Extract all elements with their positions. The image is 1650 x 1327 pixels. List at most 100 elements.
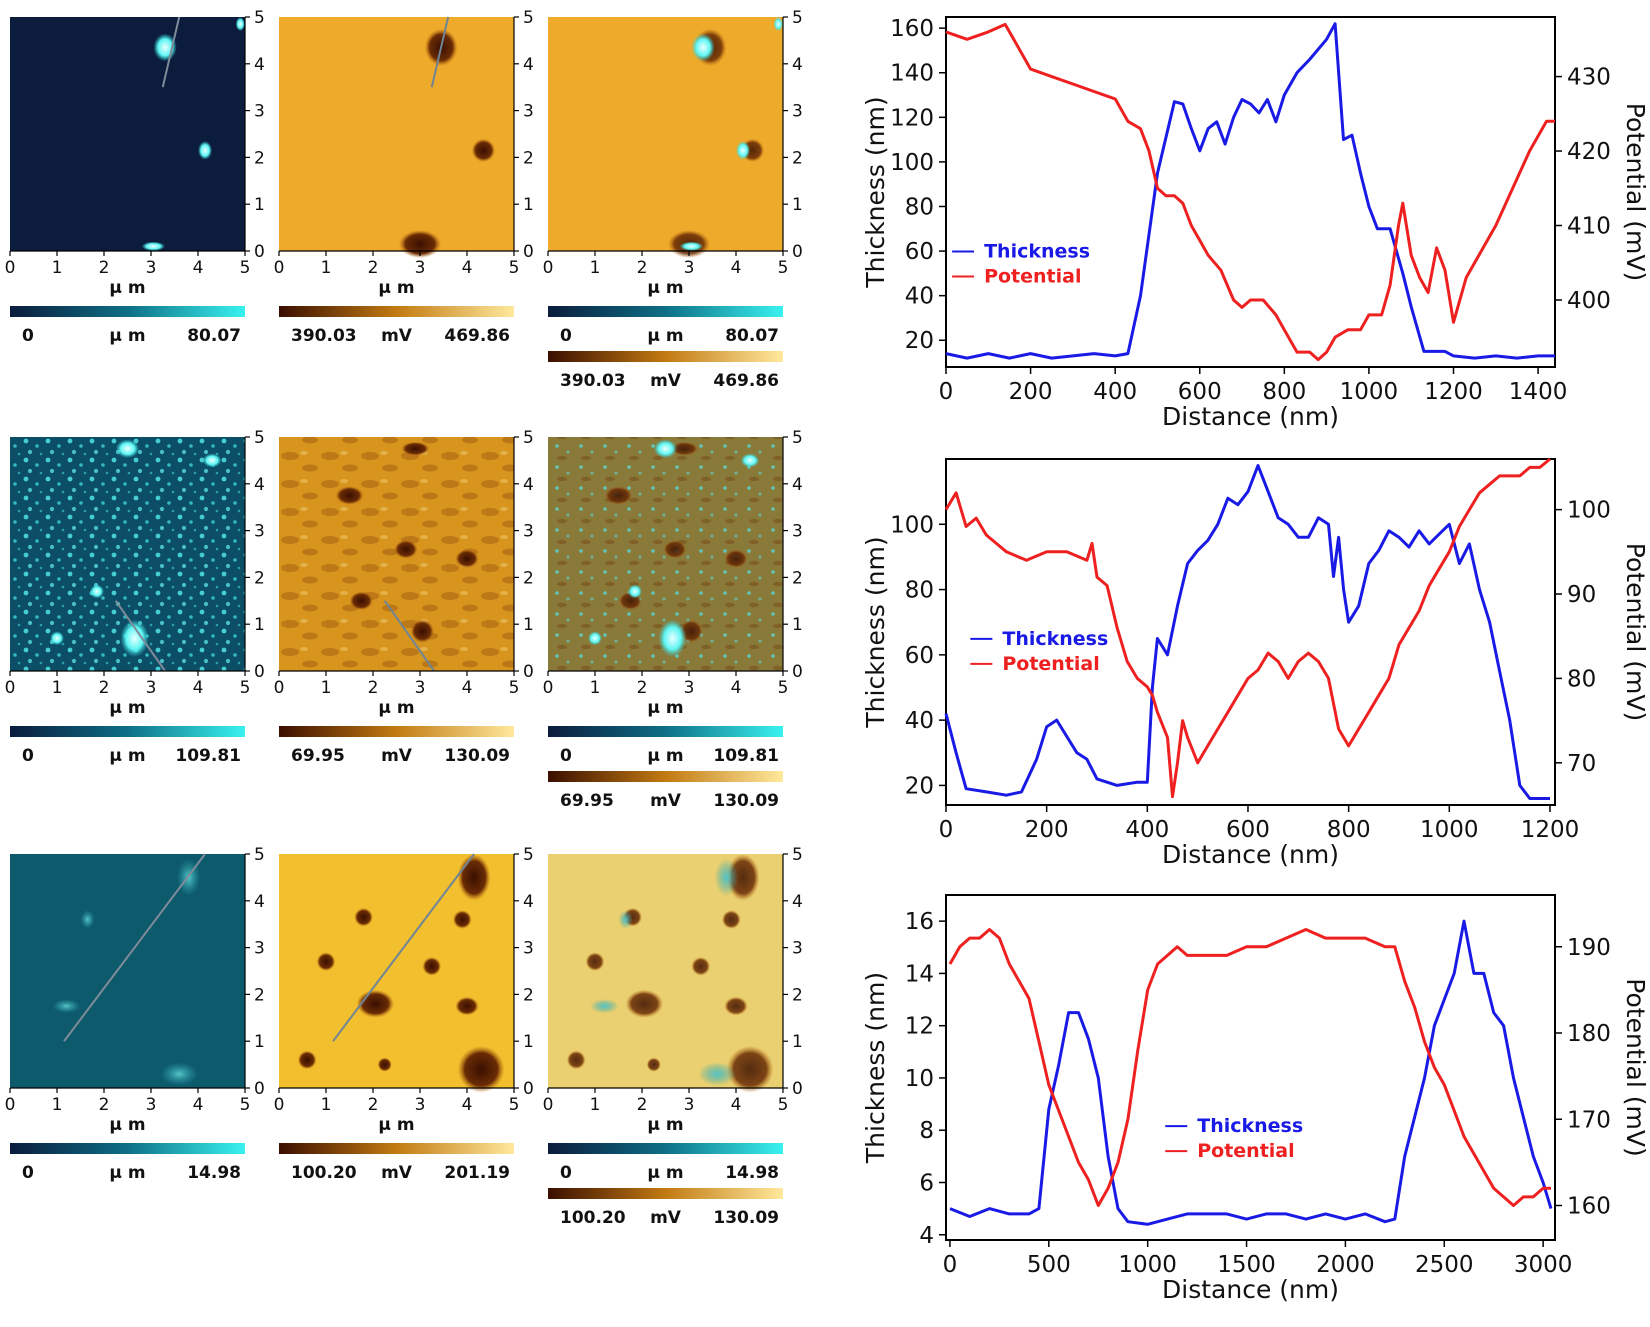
- map-y-tick-label: 4: [523, 475, 534, 495]
- map-y-tick-label: 5: [792, 428, 803, 448]
- map-x-axis-label: μ m: [378, 698, 414, 718]
- map-x-tick-label: 1: [321, 258, 332, 278]
- x-tick-label: 1200: [1521, 817, 1580, 843]
- map-axes: 0 0 1 1 2 2 3 3 4 4 5 5 μ m: [274, 428, 534, 718]
- map-y-tick-label: 5: [792, 8, 803, 28]
- y-tick-label: 20: [905, 773, 934, 799]
- map-y-tick-label: 2: [523, 568, 534, 588]
- map-y-tick-label: 3: [523, 522, 534, 542]
- color-scale-max: 109.81: [175, 746, 241, 766]
- y-tick-label: 120: [890, 105, 934, 131]
- legend: Thickness Potential: [1165, 1115, 1303, 1162]
- color-scale-bar: 390.03 mV 469.86: [279, 306, 514, 346]
- x-tick-label: 800: [1327, 817, 1371, 843]
- map-y-tick-label: 2: [792, 985, 803, 1005]
- x-tick-label: 200: [1009, 379, 1053, 405]
- topography-particle: [80, 910, 95, 929]
- potential-dark-spot: [316, 952, 336, 971]
- map-y-tick-label: 2: [254, 568, 265, 588]
- profile-line-marker: [383, 600, 435, 672]
- plot-frame: [945, 16, 1556, 368]
- map-x-tick-label: 0: [274, 678, 285, 698]
- map-y-tick-label: 0: [792, 662, 803, 682]
- map-y-tick-label: 3: [523, 939, 534, 959]
- map-x-tick-label: 2: [368, 1095, 379, 1115]
- map-y-tick-label: 2: [792, 568, 803, 588]
- topography-particle: [49, 631, 65, 646]
- y2-tick-label: 100: [1567, 498, 1611, 524]
- map-x-tick-label: 0: [543, 678, 554, 698]
- potential-features: [604, 441, 748, 643]
- x-tick-label: 1400: [1509, 379, 1568, 405]
- x-tick-label: 200: [1025, 817, 1069, 843]
- topography-particle: [736, 141, 751, 160]
- map-x-axis-label: μ m: [109, 1115, 145, 1135]
- map-x-tick-label: 0: [5, 1095, 16, 1115]
- potential-dark-spot: [670, 441, 699, 456]
- color-scale-gradient: [548, 306, 783, 317]
- profile-line-marker: [114, 600, 166, 672]
- color-scale-gradient: [10, 306, 245, 317]
- color-scale-min: 0: [560, 326, 572, 346]
- topography-particle: [587, 631, 603, 646]
- color-scale-min: 69.95: [560, 791, 614, 811]
- potential-dark-spot: [625, 989, 664, 1018]
- y-tick-label: 80: [905, 578, 934, 604]
- series-line-potential: [948, 928, 1551, 1207]
- map-x-tick-label: 0: [274, 1095, 285, 1115]
- map-x-tick-label: 4: [462, 678, 473, 698]
- color-scale-unit: mV: [650, 371, 682, 391]
- x-tick-label: 400: [1093, 379, 1137, 405]
- topography-map: [10, 16, 245, 252]
- map-y-tick-label: 4: [523, 892, 534, 912]
- y2-axis-label: Potential (mV): [1621, 543, 1650, 721]
- map-y-tick-label: 3: [792, 939, 803, 959]
- x-tick-label: 2500: [1415, 1252, 1474, 1278]
- color-scale-max: 14.98: [187, 1163, 241, 1183]
- topography-features: [679, 17, 783, 252]
- topography-particle: [141, 241, 166, 252]
- color-scale-max: 469.86: [444, 326, 510, 346]
- map-x-axis-label: μ m: [378, 278, 414, 298]
- map-y-tick-label: 2: [792, 148, 803, 168]
- map-x-tick-label: 4: [193, 678, 204, 698]
- potential-dark-spot: [297, 1050, 317, 1070]
- map-y-tick-label: 3: [254, 939, 265, 959]
- color-scale-max: 130.09: [444, 746, 510, 766]
- color-scale-max: 80.07: [725, 326, 779, 346]
- legend-label: Thickness: [1197, 1115, 1303, 1137]
- x-tick-label: 500: [1027, 1252, 1071, 1278]
- color-scale-bar: 0 μ m 80.07: [10, 306, 245, 346]
- map-x-tick-label: 2: [99, 678, 110, 698]
- y-tick-label: 40: [905, 708, 934, 734]
- profile-chart-1: 0 200 400 600 800 1000 1200 1400 20 40 60 80 100 120 1…: [861, 16, 1650, 431]
- potential-dark-spot: [401, 441, 430, 456]
- map-y-tick-label: 2: [523, 985, 534, 1005]
- color-scale-min: 100.20: [291, 1163, 357, 1183]
- color-scale-unit: μ m: [647, 326, 683, 346]
- y-tick-label: 20: [905, 328, 934, 354]
- topography-particle: [679, 241, 704, 252]
- map-y-tick-label: 1: [792, 1032, 803, 1052]
- map-y-tick-label: 5: [254, 845, 265, 865]
- y-tick-label: 140: [890, 61, 934, 87]
- y-tick-label: 80: [905, 194, 934, 220]
- map-y-tick-label: 4: [523, 55, 534, 75]
- color-scale-gradient: [279, 1143, 514, 1154]
- map-axes: 0 0 1 1 2 2 3 3 4 4 5 5 μ m: [543, 8, 803, 298]
- map-x-tick-label: 2: [368, 258, 379, 278]
- map-x-tick-label: 3: [415, 1095, 426, 1115]
- overlay-map: [548, 854, 783, 1093]
- map-y-tick-label: 2: [254, 985, 265, 1005]
- topography-features: [49, 439, 222, 657]
- y-tick-label: 4: [919, 1223, 934, 1249]
- potential-dark-spot: [354, 907, 373, 927]
- map-x-tick-label: 3: [146, 1095, 157, 1115]
- potential-dark-spot: [721, 910, 741, 929]
- potential-dark-spot: [471, 138, 496, 163]
- legend-label: Potential: [1002, 653, 1099, 675]
- color-scale-gradient: [279, 726, 514, 737]
- color-scale-unit: μ m: [109, 326, 145, 346]
